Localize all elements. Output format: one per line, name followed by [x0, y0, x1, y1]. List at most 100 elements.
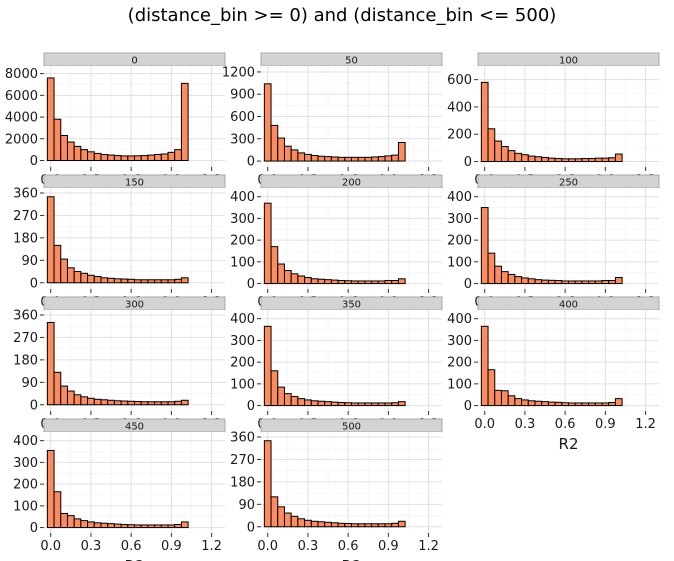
histogram-bar	[547, 157, 556, 163]
y-tick-label: 300	[13, 456, 38, 471]
histogram-bar	[541, 401, 549, 407]
histogram-bar	[568, 280, 576, 285]
histogram-bar	[371, 280, 379, 285]
histogram-bar	[601, 402, 610, 407]
x-tick-label: 0.3	[81, 539, 102, 554]
facet-panels: 0020004000600080000.00.30.60.91.25003006…	[5, 52, 660, 561]
histogram-bar	[364, 402, 373, 407]
y-tick-label: 900	[230, 88, 255, 103]
histogram-bar	[154, 401, 162, 406]
histogram-bar	[304, 153, 312, 162]
y-tick-label: 180	[230, 475, 255, 490]
x-axis-label: R2	[342, 557, 362, 561]
facet-strip-label: 300	[125, 300, 144, 311]
histogram-bar	[304, 399, 312, 407]
y-tick-label: 1200	[222, 65, 255, 80]
x-tick-label: 0.0	[474, 417, 495, 432]
facet-strip-label: 50	[345, 56, 358, 67]
histogram-bar	[53, 118, 62, 161]
y-tick-label: 100	[447, 255, 472, 270]
chart-title: (distance_bin >= 0) and (distance_bin <=…	[128, 5, 557, 26]
y-tick-label: 100	[230, 377, 255, 392]
histogram-bar	[120, 155, 129, 161]
histogram-bar	[364, 523, 373, 528]
x-tick-label: 1.2	[201, 539, 222, 554]
y-tick-label: 270	[13, 331, 38, 346]
histogram-bar	[147, 401, 156, 406]
histogram-bar	[614, 398, 623, 407]
histogram-bar	[147, 154, 156, 161]
histogram-bar	[80, 520, 89, 529]
histogram-bar	[53, 244, 62, 284]
histogram-bar	[614, 276, 623, 285]
y-tick-label: 2000	[5, 132, 38, 147]
facet-panel-350: 35001002003004000.00.30.60.91.2	[230, 296, 443, 432]
histogram-bar	[480, 325, 489, 407]
histogram-bar	[377, 280, 386, 285]
facet-panel-450: 450 0 100 200 300 400 0.0 0.3 0.6 0.9 1.2 R2	[13, 418, 226, 561]
histogram-bar	[588, 402, 596, 407]
histogram-bar	[134, 155, 142, 161]
histogram-bar	[174, 524, 182, 529]
y-tick-label: 4000	[5, 111, 38, 126]
histogram-bar	[391, 280, 399, 285]
histogram-bar	[330, 522, 339, 528]
histogram-bar	[337, 522, 346, 528]
histogram-bar	[330, 401, 339, 407]
histogram-bar	[541, 156, 549, 163]
histogram-bar	[80, 149, 89, 161]
histogram-bar	[297, 398, 306, 407]
histogram-bar	[127, 524, 135, 529]
histogram-bar	[397, 401, 406, 407]
histogram-bar	[80, 272, 89, 284]
histogram-bar	[283, 393, 292, 407]
facet-strip-label: 500	[342, 422, 361, 433]
histogram-bar	[73, 145, 82, 161]
histogram-bar	[561, 158, 570, 163]
histogram-bar	[160, 401, 169, 406]
histogram-bar	[384, 155, 393, 162]
histogram-bar	[487, 252, 496, 285]
y-tick-label: 360	[13, 186, 38, 201]
histogram-bar	[324, 279, 332, 285]
histogram-bar	[270, 246, 279, 285]
histogram-bar	[167, 401, 176, 406]
histogram-bar	[100, 522, 109, 529]
histogram-bar	[270, 496, 279, 528]
histogram-bar	[66, 267, 75, 284]
y-tick-label: 300	[447, 334, 472, 349]
x-tick-label: 1.2	[635, 417, 656, 432]
histogram-bar	[87, 151, 95, 161]
histogram-bar	[317, 521, 326, 528]
histogram-bar	[364, 280, 373, 285]
histogram-bar	[160, 524, 169, 529]
histogram-bar	[568, 158, 576, 163]
histogram-bar	[277, 263, 285, 285]
histogram-bar	[127, 278, 135, 284]
histogram-bar	[487, 128, 496, 163]
y-tick-label: 300	[230, 334, 255, 349]
histogram-bar	[120, 524, 129, 529]
histogram-bar	[127, 155, 135, 161]
facet-panel-500: 500 0 90 180 270 360 0.0 0.3 0.6 0.9 1.2 R2	[230, 418, 443, 561]
y-tick-label: 100	[447, 377, 472, 392]
histogram-bar	[277, 386, 285, 407]
facet-strip-label: 200	[342, 178, 361, 189]
histogram-bar	[290, 395, 299, 407]
histogram-bar	[527, 400, 536, 407]
histogram-bar	[160, 279, 169, 284]
histogram-bar	[310, 278, 319, 285]
y-tick-label: 0	[464, 155, 472, 170]
histogram-bar	[263, 83, 272, 162]
histogram-bar	[521, 277, 529, 285]
histogram-bar	[140, 155, 149, 161]
histogram-bar	[574, 402, 583, 407]
histogram-bar	[134, 524, 142, 529]
x-tick-label: 0.9	[161, 539, 182, 554]
histogram-bar	[290, 273, 299, 285]
histogram-bar	[324, 156, 332, 162]
histogram-bar	[541, 279, 549, 285]
histogram-bar	[263, 440, 272, 528]
histogram-bar	[527, 278, 536, 285]
histogram-bar	[304, 519, 312, 528]
